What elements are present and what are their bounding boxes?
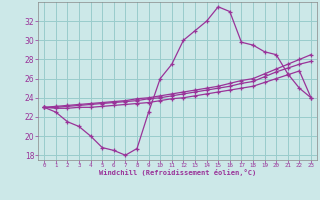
X-axis label: Windchill (Refroidissement éolien,°C): Windchill (Refroidissement éolien,°C) <box>99 169 256 176</box>
